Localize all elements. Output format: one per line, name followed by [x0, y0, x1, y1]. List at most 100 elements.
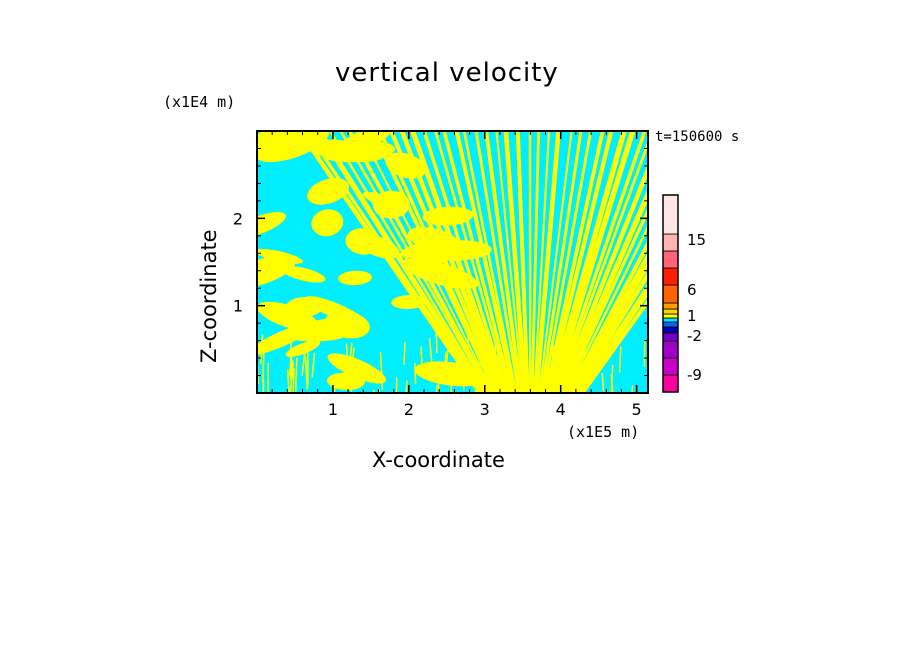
colorbar-segment — [662, 332, 679, 342]
updraft-blob — [257, 138, 292, 160]
updraft-band — [462, 131, 518, 393]
updraft-streak — [435, 384, 438, 393]
updraft-streak — [428, 338, 433, 364]
colorbar-segment — [662, 357, 679, 376]
updraft-band — [530, 131, 540, 393]
updraft-streak — [304, 356, 309, 390]
updraft-band — [564, 224, 648, 393]
updraft-band — [542, 131, 593, 393]
updraft-bands — [257, 131, 648, 393]
updraft-band — [578, 290, 648, 393]
updraft-streak — [443, 351, 447, 381]
updraft-streak — [548, 385, 551, 393]
colorbar-segment — [662, 313, 679, 319]
updraft-streak — [403, 341, 406, 365]
updraft-streak — [414, 363, 417, 385]
updraft-streak — [479, 368, 482, 393]
updraft-streak — [420, 346, 424, 379]
updraft-blob — [257, 212, 286, 239]
updraft-streak — [520, 375, 525, 393]
colorbar-segment — [662, 374, 679, 393]
x-axis-label: X-coordinate — [372, 448, 505, 472]
updraft-band — [539, 131, 583, 393]
updraft-streak — [552, 345, 556, 378]
updraft-streak — [456, 347, 461, 385]
updraft-band — [388, 131, 503, 393]
x-tick-label: 2 — [404, 400, 414, 419]
updraft-streak — [522, 343, 527, 365]
updraft-blob — [257, 248, 304, 264]
updraft-streak — [498, 347, 502, 385]
x-tick-label: 1 — [328, 400, 338, 419]
updraft-band — [484, 131, 523, 393]
colorbar: 15 6 1 -2 -9 — [662, 194, 706, 393]
updraft-streak — [286, 369, 290, 393]
colorbar-segment — [662, 267, 679, 286]
updraft-blob — [311, 209, 344, 237]
updraft-band — [347, 131, 494, 393]
updraft-band — [553, 131, 647, 393]
updraft-band — [359, 131, 495, 393]
updraft-blob — [257, 301, 319, 331]
updraft-streak — [522, 368, 527, 393]
colorbar-segment — [662, 340, 679, 359]
z-tick-label: 2 — [233, 209, 243, 228]
updraft-streak — [567, 353, 570, 377]
updraft-streak — [288, 354, 293, 376]
z-tick-label: 1 — [233, 297, 243, 316]
updraft-band — [454, 131, 517, 393]
colorbar-segment — [662, 250, 679, 269]
updraft-streak — [345, 343, 349, 368]
updraft-streak — [631, 385, 634, 393]
updraft-blob — [281, 266, 326, 283]
colorbar-label: 15 — [687, 231, 706, 249]
updraft-streak — [348, 342, 353, 365]
updraft-band — [579, 297, 648, 393]
updraft-band — [442, 131, 514, 393]
updraft-band — [572, 270, 648, 393]
z-axis-ticks: 12 — [233, 147, 648, 377]
colorbar-segment — [662, 194, 679, 235]
x-axis-ticks: 1 2 3 4 5 — [271, 131, 642, 419]
updraft-streak — [561, 348, 564, 375]
updraft-streak — [301, 352, 306, 376]
updraft-blob — [285, 340, 321, 357]
updraft-band — [538, 131, 573, 393]
x-tick-label: 3 — [480, 400, 490, 419]
updraft-streak — [311, 352, 316, 378]
updraft-band — [304, 131, 484, 393]
updraft-streak — [478, 387, 481, 393]
updraft-band — [503, 131, 528, 393]
plot-frame — [256, 130, 649, 394]
x-tick-label: 5 — [632, 400, 642, 419]
updraft-band — [575, 282, 648, 393]
updraft-streak — [289, 362, 294, 393]
updraft-blob — [362, 191, 407, 211]
updraft-streak — [292, 368, 295, 393]
updraft-streak — [391, 391, 394, 393]
colorbar-label: -9 — [687, 366, 702, 384]
updraft-streak — [260, 334, 264, 364]
updraft-blob — [257, 255, 296, 288]
updraft-streak — [445, 338, 450, 367]
updraft-streak — [350, 347, 355, 373]
updraft-band — [315, 131, 488, 393]
z-axis-unit: (x1E4 m) — [163, 93, 236, 111]
updraft-streak — [333, 376, 337, 393]
colorbar-segment — [662, 326, 679, 334]
colorbar-segment — [662, 233, 679, 252]
updraft-band — [566, 239, 648, 393]
updraft-streak — [555, 337, 560, 373]
updraft-streak — [610, 364, 614, 393]
updraft-band — [399, 131, 505, 393]
updraft-band — [515, 131, 530, 393]
colorbar-segment — [662, 308, 679, 315]
updraft-streak — [262, 343, 265, 382]
colorbar-label: -2 — [687, 327, 702, 345]
updraft-streak — [378, 388, 381, 393]
time-label: t=150600 s — [655, 129, 740, 145]
colorbar-segment — [662, 321, 679, 328]
colorbar-frame — [662, 194, 679, 393]
